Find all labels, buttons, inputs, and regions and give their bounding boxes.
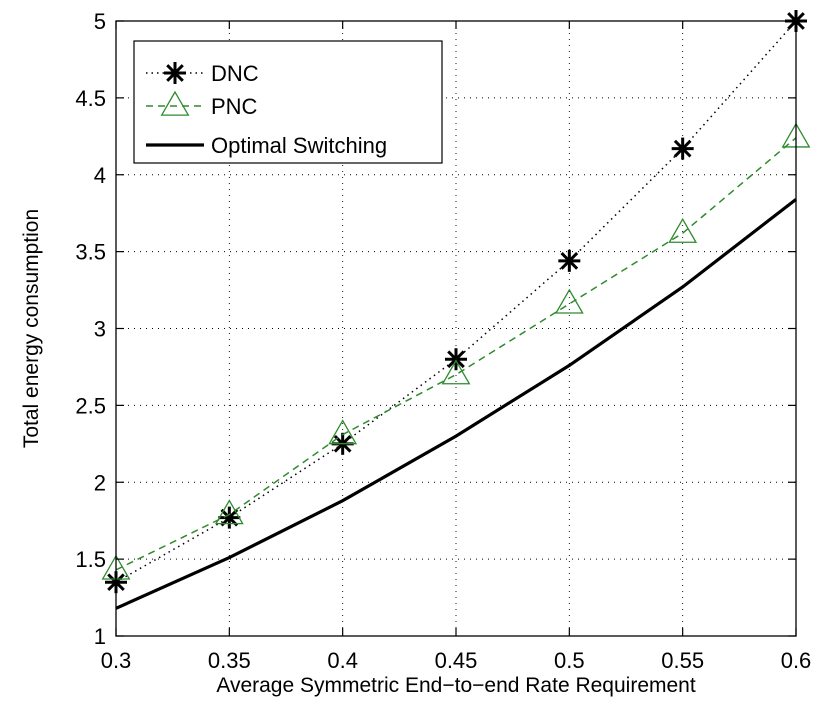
y-tick-label: 2.5 — [75, 393, 106, 418]
x-tick-label: 0.55 — [661, 648, 704, 673]
legend-box — [133, 40, 443, 164]
y-axis-label: Total energy consumption — [20, 209, 43, 448]
data-point-dnc — [558, 249, 581, 272]
data-point-dnc-stroke — [220, 508, 239, 527]
data-point-dnc-stroke — [447, 350, 465, 369]
y-tick-label: 5 — [94, 9, 106, 34]
data-point-dnc-stroke — [560, 252, 579, 270]
x-axis-label: Average Symmetric End−to−end Rate Requir… — [216, 674, 696, 697]
x-tick-label: 0.3 — [101, 648, 132, 673]
legend-label-dnc: DNC — [211, 61, 259, 86]
axis-ticks: 0.3 0.35 0.4 0.45 0.5 0.55 0.6 1 1.5 2 2.5 3 3.5 4 4.5… — [75, 9, 811, 673]
data-point-pnc — [554, 288, 584, 314]
legend-marker-shape-stroke — [166, 64, 184, 82]
legend-marker-dnc — [164, 62, 186, 84]
series-line-pnc — [115, 137, 797, 571]
y-tick-label: 3.5 — [75, 240, 106, 265]
data-point-dnc — [671, 137, 694, 160]
y-tick-label: 1 — [94, 624, 106, 649]
y-tick-label: 2 — [94, 470, 106, 495]
data-point-pnc — [441, 359, 471, 385]
data-point-pnc — [668, 217, 698, 243]
series-line-optimal-switching — [115, 198, 797, 610]
x-tick-label: 0.4 — [327, 648, 358, 673]
x-tick-label: 0.6 — [781, 648, 812, 673]
x-tick-label: 0.35 — [208, 648, 251, 673]
data-point-dnc-stroke — [673, 139, 692, 158]
data-point-pnc — [328, 419, 358, 445]
series-layer — [101, 10, 811, 610]
y-tick-label: 1.5 — [75, 547, 106, 572]
legend-marker-shape — [160, 90, 190, 116]
y-tick-label: 4.5 — [75, 86, 106, 111]
x-tick-label: 0.5 — [554, 648, 585, 673]
legend: DNC PNC Optimal Switching — [133, 40, 443, 164]
y-tick-label: 3 — [94, 317, 106, 342]
x-tick-label: 0.45 — [435, 648, 478, 673]
legend-marker-shape — [164, 62, 186, 84]
data-point-pnc — [214, 499, 244, 525]
data-point-dnc — [218, 506, 241, 529]
legend-label-optimal-switching: Optimal Switching — [211, 133, 387, 158]
legend-label-pnc: PNC — [211, 94, 258, 119]
data-point-dnc — [445, 348, 467, 371]
y-tick-label: 4 — [94, 163, 106, 188]
legend-marker-pnc — [160, 90, 190, 116]
